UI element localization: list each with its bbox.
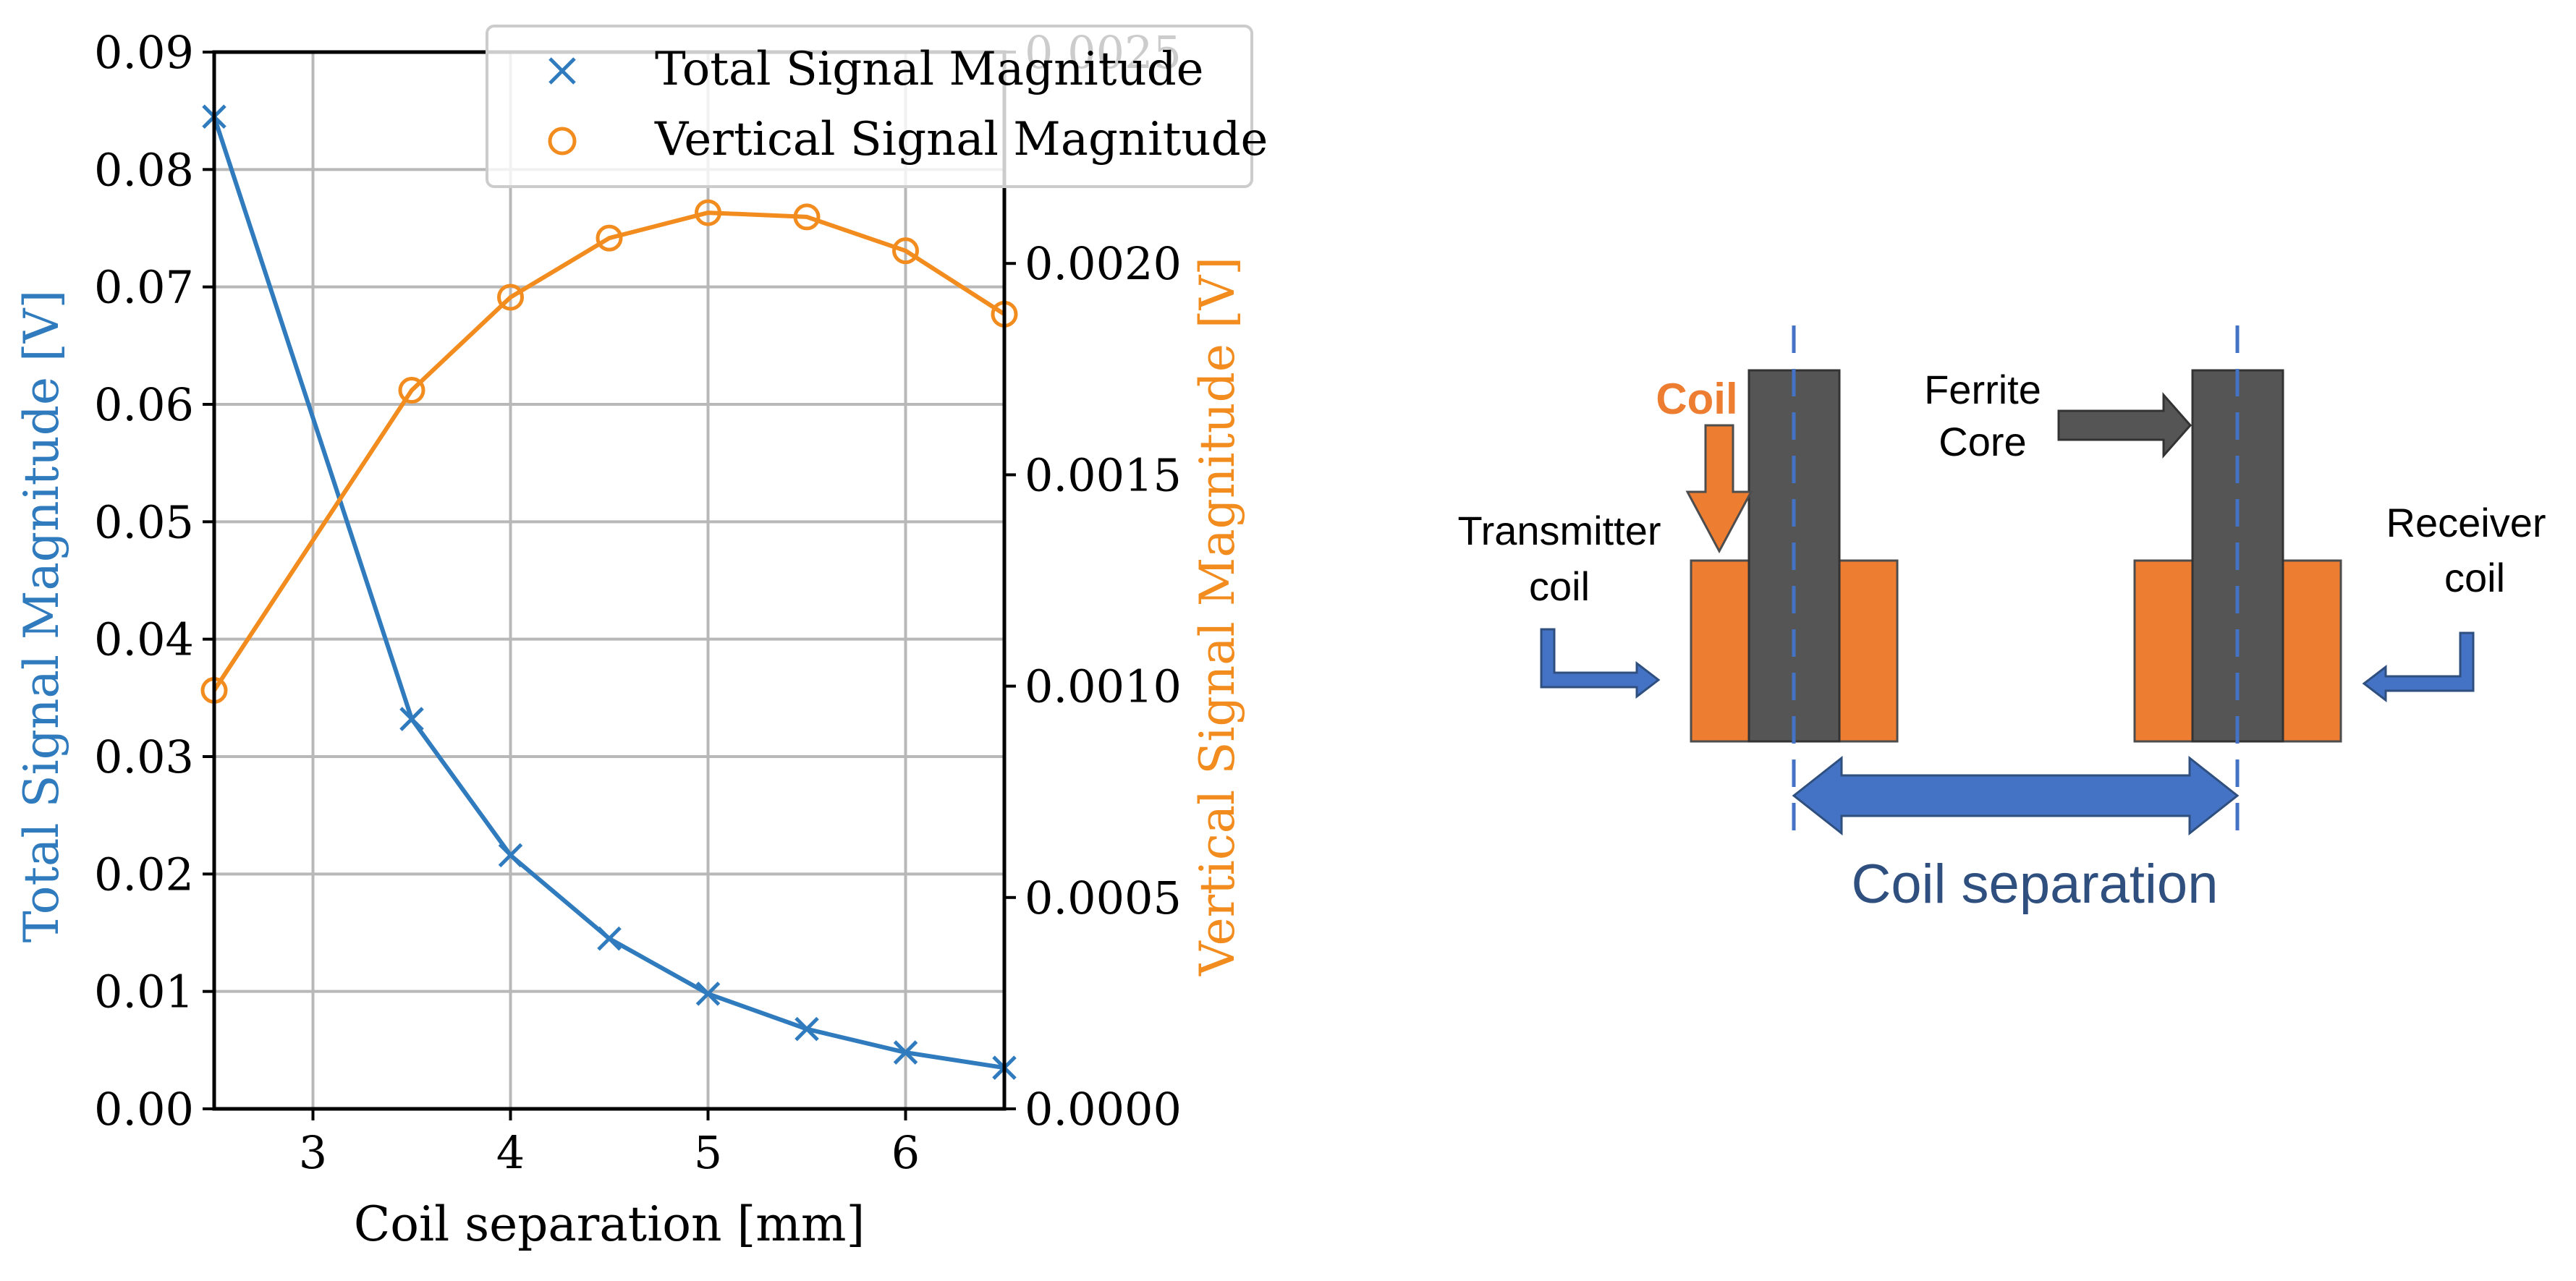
vertical-signal-point — [892, 237, 919, 265]
plot-frame — [212, 50, 1007, 1111]
x-axis-label: Coil separation [mm] — [354, 1196, 865, 1252]
coil-arrow-icon — [1685, 424, 1753, 554]
ferrite-core-label-line1: Ferrite — [1924, 367, 2041, 412]
right-tick-label: 0.0010 — [1025, 660, 1182, 713]
x-tick-label: 6 — [891, 1126, 920, 1179]
grid-lines — [214, 51, 1004, 1110]
separation-label: Coil separation — [1852, 854, 2219, 915]
left-tick-label: 0.00 — [94, 1083, 194, 1136]
receiver-label-line2: coil — [2444, 555, 2505, 600]
legend-label-vertical: Vertical Signal Magnitude — [654, 113, 1268, 166]
vertical-signal-line — [212, 210, 1006, 692]
transmitter-label-line1: Transmitter — [1457, 508, 1661, 553]
coil-label: Coil — [1656, 375, 1737, 423]
total-signal-point — [399, 707, 424, 731]
legend-marker-total — [548, 57, 576, 85]
right-axis-label: Vertical Signal Magnitude [V] — [1190, 257, 1245, 976]
x-tick-label: 4 — [496, 1126, 525, 1179]
total-marker-stroke — [597, 926, 622, 951]
vertical-signal-point — [497, 284, 524, 311]
receiver-label-line1: Receiver — [2386, 500, 2546, 545]
left-tick-label: 0.04 — [94, 613, 194, 666]
transmitter-coil-right — [1838, 559, 1899, 743]
right-tick-label: 0.0000 — [1025, 1083, 1182, 1136]
left-tick-label: 0.06 — [94, 378, 194, 431]
vertical-signal-point — [398, 377, 425, 404]
right-tick-label: 0.0020 — [1025, 237, 1182, 290]
total-signal-point — [597, 926, 622, 951]
receiver-arrow-icon — [2362, 631, 2475, 703]
total-signal-point — [695, 982, 721, 1006]
vertical-signal-point — [793, 203, 821, 231]
left-tick-label: 0.08 — [94, 143, 194, 196]
coil-setup-diagram: Coil Ferrite Core Transmitter coil Recei… — [1457, 325, 2546, 915]
x-tick-label: 3 — [299, 1126, 327, 1179]
total-signal-line — [212, 116, 1005, 1071]
left-tick-label: 0.07 — [94, 261, 194, 314]
receiver-coil-left — [2133, 559, 2194, 743]
x-axis-ticks: 3 4 5 6 — [299, 1109, 920, 1179]
total-signal-point — [893, 1040, 918, 1065]
total-signal-point — [795, 1016, 819, 1042]
left-axis-ticks: 0.00 0.01 0.02 0.03 0.04 0.05 0.06 0.07 0.08 0.09 — [94, 26, 214, 1136]
left-tick-label: 0.01 — [94, 966, 194, 1018]
legend-marker-vertical — [548, 127, 577, 156]
series-vertical-signal — [200, 199, 1018, 704]
separation-double-arrow-icon — [1792, 755, 2240, 836]
total-marker-stroke — [498, 843, 523, 868]
ferrite-core-label-line2: Core — [1939, 419, 2026, 464]
ferrite-arrow-icon — [2057, 392, 2192, 459]
right-tick-label: 0.0005 — [1025, 872, 1182, 924]
x-tick-label: 5 — [694, 1126, 722, 1179]
left-tick-label: 0.03 — [94, 731, 194, 783]
right-tick-label: 0.0015 — [1025, 448, 1182, 501]
left-axis-label: Total Signal Magnitude [V] — [14, 290, 69, 942]
total-signal-point — [498, 843, 523, 868]
transmitter-arrow-icon — [1540, 628, 1661, 699]
total-marker-stroke — [795, 1016, 819, 1042]
transmitter-coil-left — [1690, 559, 1750, 743]
legend-box — [486, 25, 1253, 188]
total-marker-stroke — [893, 1040, 918, 1065]
total-marker-stroke — [695, 982, 721, 1006]
vertical-signal-point — [695, 199, 721, 226]
left-tick-label: 0.09 — [94, 26, 194, 79]
receiver-coil-right — [2281, 559, 2342, 743]
transmitter-label-line2: coil — [1529, 563, 1590, 609]
left-tick-label: 0.02 — [94, 848, 194, 901]
vertical-signal-point — [596, 224, 623, 252]
left-tick-label: 0.05 — [94, 495, 194, 548]
total-marker-stroke — [399, 707, 424, 731]
chart-legend: Total Signal Magnitude Vertical Signal M… — [486, 25, 1268, 188]
legend-label-total: Total Signal Magnitude — [655, 43, 1204, 96]
